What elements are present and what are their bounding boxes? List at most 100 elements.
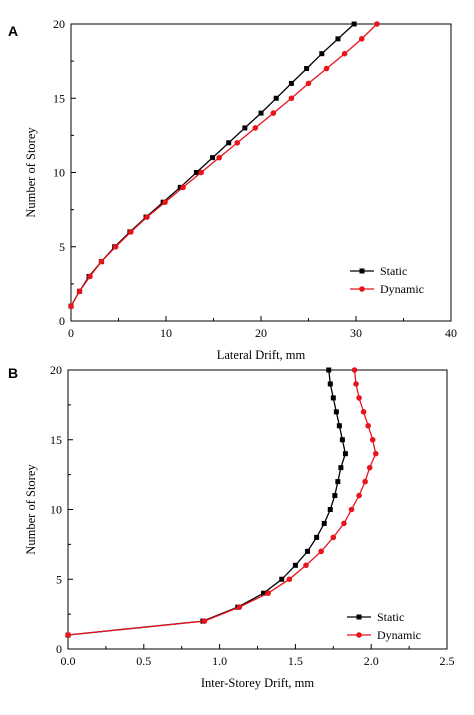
data-point-static (292, 562, 298, 568)
data-point-static (338, 465, 344, 471)
data-point-static (335, 479, 341, 485)
data-point-static (177, 184, 183, 190)
chart-panel-a: A 0 10 20 30 40 0 5 10 15 20 Lateral Drift, mm Numbe… (8, 17, 457, 362)
y-tick-label: 10 (53, 166, 65, 180)
data-point-dynamic (305, 80, 312, 87)
data-point-static (332, 493, 338, 499)
data-point-static (335, 36, 341, 42)
data-point-static (288, 80, 294, 86)
series-line-static (70, 23, 355, 307)
legend-marker-static (356, 614, 362, 620)
panel-letter: B (8, 365, 18, 381)
data-point-dynamic (356, 395, 362, 401)
y-axis-title: Number of Storey (24, 464, 38, 555)
y-tick-label: 15 (50, 433, 62, 447)
x-tick-label: 1.0 (212, 654, 227, 668)
data-point-dynamic (128, 229, 134, 235)
y-tick-label: 15 (53, 91, 65, 105)
data-point-dynamic (180, 184, 186, 191)
data-point-dynamic (252, 125, 259, 131)
data-point-static (305, 548, 311, 554)
legend-label-static: Static (377, 610, 404, 624)
data-point-static (321, 520, 327, 526)
data-point-dynamic (353, 381, 359, 387)
data-point-dynamic (198, 169, 204, 176)
data-point-static (226, 140, 232, 146)
data-point-dynamic (216, 154, 222, 161)
legend-marker-dynamic (356, 632, 362, 638)
data-point-dynamic (351, 367, 358, 373)
data-point-dynamic (366, 464, 373, 471)
data-point-static (261, 590, 267, 596)
series-line-dynamic (70, 23, 378, 307)
data-point-static (330, 395, 336, 401)
data-point-dynamic (365, 423, 371, 429)
data-point-dynamic (286, 576, 293, 583)
data-point-static (314, 534, 320, 540)
data-point-dynamic (372, 450, 379, 457)
data-point-dynamic (374, 21, 380, 27)
data-point-dynamic (360, 409, 367, 415)
data-point-static (193, 170, 199, 175)
data-point-static (336, 423, 342, 429)
data-point-dynamic (65, 632, 71, 638)
y-tick-label: 0 (59, 314, 65, 328)
data-point-static (279, 576, 285, 582)
data-point-dynamic (87, 273, 93, 280)
data-point-dynamic (270, 110, 277, 116)
data-point-static (210, 155, 216, 161)
data-point-static (326, 367, 332, 373)
data-point-dynamic (234, 140, 241, 146)
legend-label-static: Static (380, 264, 407, 278)
data-point-static (304, 66, 310, 72)
legend-label-dynamic: Dynamic (380, 282, 424, 296)
legend-label-dynamic: Dynamic (377, 628, 421, 642)
y-tick-label: 5 (59, 240, 65, 254)
data-point-dynamic (201, 618, 208, 624)
data-point-static (333, 409, 339, 415)
data-point-static (351, 21, 357, 27)
legend-marker-dynamic (359, 286, 365, 292)
x-tick-label: 0 (68, 326, 74, 340)
data-point-static (327, 507, 333, 512)
series-line-dynamic (67, 369, 377, 636)
data-point-static (258, 110, 264, 116)
x-tick-label: 30 (350, 326, 362, 340)
data-point-dynamic (162, 199, 168, 205)
x-tick-label: 1.5 (288, 654, 303, 668)
x-tick-label: 10 (160, 326, 172, 340)
legend-marker-static (359, 268, 365, 274)
plot-frame (67, 369, 448, 650)
data-point-dynamic (362, 478, 368, 485)
data-point-dynamic (144, 214, 150, 220)
data-point-static (273, 95, 279, 101)
series-line-static (67, 369, 347, 636)
y-tick-label: 20 (50, 363, 62, 377)
x-tick-label: 2.0 (364, 654, 379, 668)
data-point-static (242, 125, 248, 131)
data-point-static (342, 451, 348, 457)
x-axis-title: Inter-Storey Drift, mm (201, 676, 315, 690)
x-tick-label: 0.0 (61, 654, 76, 668)
data-point-dynamic (303, 562, 309, 569)
data-point-dynamic (68, 303, 74, 309)
panel-letter: A (8, 23, 18, 39)
data-point-dynamic (341, 520, 347, 527)
data-point-dynamic (98, 258, 105, 265)
y-tick-label: 0 (56, 642, 62, 656)
data-point-dynamic (265, 590, 271, 596)
data-point-dynamic (236, 604, 243, 610)
x-tick-label: 0.5 (136, 654, 151, 668)
data-point-dynamic (76, 288, 83, 295)
y-tick-label: 5 (56, 572, 62, 586)
x-tick-label: 2.5 (440, 654, 455, 668)
data-point-static (339, 437, 345, 443)
y-tick-label: 20 (53, 17, 65, 31)
data-point-dynamic (348, 506, 355, 513)
data-point-dynamic (318, 548, 324, 555)
data-point-static (327, 381, 333, 387)
y-axis-title: Number of Storey (24, 127, 38, 218)
data-point-dynamic (330, 534, 337, 541)
x-tick-label: 40 (445, 326, 457, 340)
